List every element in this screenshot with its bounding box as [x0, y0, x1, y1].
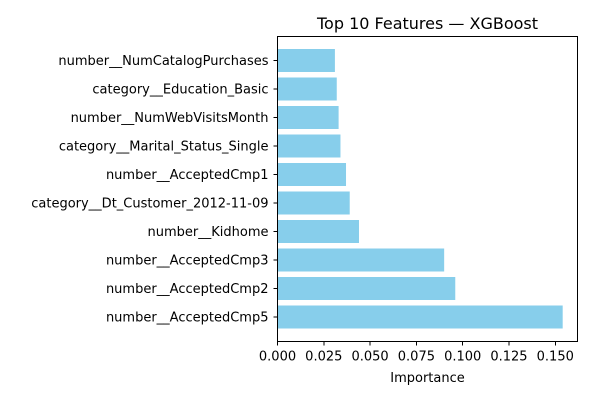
x-tick-label: 0.050 — [351, 350, 388, 365]
bar — [277, 77, 337, 101]
y-tick-label: number__AcceptedCmp5 — [106, 311, 269, 326]
y-tick-label: category__Dt_Customer_2012-11-09 — [31, 197, 268, 212]
x-tick-label: 0.125 — [490, 350, 527, 365]
y-tick-labels: number__AcceptedCmp5 number__AcceptedCmp2… — [31, 54, 278, 326]
y-tick-label: number__AcceptedCmp1 — [106, 168, 269, 183]
bar — [277, 106, 339, 129]
bar — [277, 248, 445, 272]
bar — [277, 191, 350, 215]
bar — [277, 220, 359, 243]
x-tick-label: 0.075 — [398, 350, 435, 365]
chart-title: Top 10 Features — XGBoost — [316, 14, 538, 33]
x-tick-label: 0.100 — [444, 350, 481, 365]
y-tick-label: number__AcceptedCmp2 — [106, 282, 269, 297]
bar — [277, 277, 456, 300]
x-tick-label: 0.150 — [537, 350, 574, 365]
y-tick-label: number__AcceptedCmp3 — [106, 254, 269, 269]
x-tick-label: 0.025 — [305, 350, 342, 365]
bar — [277, 49, 335, 72]
bar — [277, 163, 347, 186]
y-tick-label: category__Education_Basic — [92, 83, 268, 98]
x-tick-label: 0.000 — [259, 350, 296, 365]
bars-group — [277, 49, 563, 329]
y-tick-label: category__Marital_Status_Single — [59, 140, 269, 155]
y-tick-label: number__Kidhome — [148, 225, 269, 240]
x-axis-label: Importance — [390, 371, 465, 386]
bar — [277, 305, 563, 329]
y-tick-label: number__NumCatalogPurchases — [58, 54, 268, 69]
x-axis-ticks: 0.000 0.025 0.050 0.075 0.100 0.125 0.150 — [259, 341, 574, 365]
plot-frame — [277, 36, 578, 342]
y-tick-label: number__NumWebVisitsMonth — [71, 111, 269, 126]
bar — [277, 134, 341, 158]
